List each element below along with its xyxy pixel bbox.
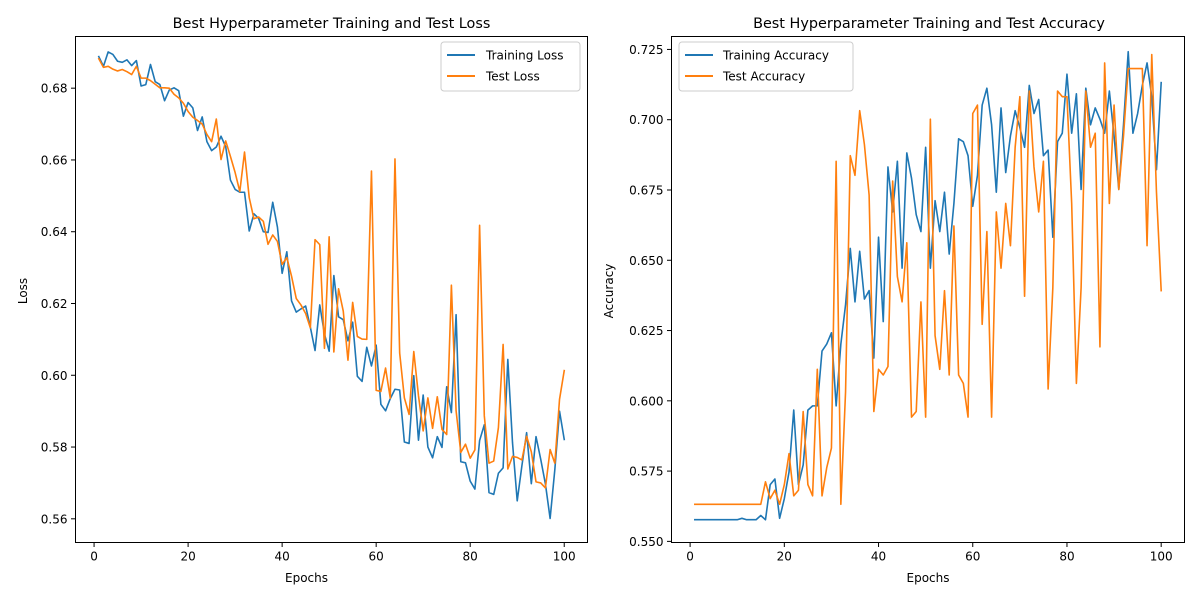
accuracy-chart-title: Best Hyperparameter Training and Test Ac… xyxy=(753,16,1105,32)
accuracy-chart-ylabel: Accuracy xyxy=(602,264,616,319)
loss-chart-xlabel: Epochs xyxy=(285,571,328,585)
accuracy-series-line-test xyxy=(694,53,1163,506)
accuracy-chart-xlabel: Epochs xyxy=(907,571,950,585)
loss-legend-label-training: Training Loss xyxy=(485,49,563,63)
accuracy-x-tick-label: 60 xyxy=(965,550,980,564)
accuracy-y-tick-label: 0.675 xyxy=(629,183,663,197)
accuracy-legend-label-training: Training Accuracy xyxy=(722,49,829,63)
loss-legend-label-test: Test Loss xyxy=(485,70,540,84)
accuracy-x-tick-label: 0 xyxy=(686,550,694,564)
accuracy-x-tick-label: 100 xyxy=(1150,550,1173,564)
loss-y-tick-label: 0.58 xyxy=(41,441,68,455)
loss-chart: Best Hyperparameter Training and Test Lo… xyxy=(16,16,588,585)
loss-y-tick-label: 0.68 xyxy=(41,82,68,96)
loss-y-tick-label: 0.64 xyxy=(41,225,68,239)
loss-x-tick-label: 0 xyxy=(90,550,98,564)
loss-chart-plot-area: 0 20 40 60 80 100 0.56 0.58 0.60 0.62 0.64 0.66 0.68 xyxy=(41,51,576,564)
accuracy-y-tick-label: 0.700 xyxy=(629,113,663,127)
accuracy-y-tick-label: 0.725 xyxy=(629,43,663,57)
accuracy-chart-axes-frame xyxy=(671,36,1185,543)
accuracy-y-tick-label: 0.625 xyxy=(629,324,663,338)
accuracy-series-line-training xyxy=(694,50,1163,521)
accuracy-legend-label-test: Test Accuracy xyxy=(722,70,805,84)
loss-series-line-test xyxy=(97,57,566,489)
loss-y-tick-label: 0.56 xyxy=(41,512,68,526)
loss-legend-box xyxy=(440,41,581,92)
loss-chart-ylabel: Loss xyxy=(16,278,30,304)
accuracy-y-tick-label: 0.650 xyxy=(629,254,663,268)
accuracy-x-tick-label: 20 xyxy=(777,550,792,564)
accuracy-x-tick-label: 40 xyxy=(871,550,886,564)
loss-x-tick-label: 60 xyxy=(369,550,384,564)
loss-chart-title: Best Hyperparameter Training and Test Lo… xyxy=(173,16,491,32)
loss-chart-legend: Training Loss Test Loss xyxy=(440,41,581,92)
loss-y-tick-label: 0.60 xyxy=(41,369,68,383)
accuracy-y-tick-label: 0.600 xyxy=(629,394,663,408)
loss-x-tick-label: 20 xyxy=(180,550,195,564)
loss-x-tick-label: 100 xyxy=(553,550,576,564)
accuracy-chart: Best Hyperparameter Training and Test Ac… xyxy=(602,16,1185,585)
loss-x-tick-label: 80 xyxy=(463,550,478,564)
accuracy-x-tick-label: 80 xyxy=(1059,550,1074,564)
accuracy-y-tick-label: 0.575 xyxy=(629,465,663,479)
accuracy-legend-box xyxy=(678,41,854,92)
loss-y-tick-label: 0.62 xyxy=(41,297,68,311)
accuracy-y-tick-label: 0.550 xyxy=(629,535,663,549)
accuracy-chart-legend: Training Accuracy Test Accuracy xyxy=(678,41,854,92)
accuracy-chart-plot-area: 0 20 40 60 80 100 0.550 0.575 0.600 0.625 0.650 0.6… xyxy=(629,43,1172,564)
loss-chart-axes-frame xyxy=(75,36,588,543)
loss-x-tick-label: 40 xyxy=(274,550,289,564)
loss-y-tick-label: 0.66 xyxy=(41,153,68,167)
